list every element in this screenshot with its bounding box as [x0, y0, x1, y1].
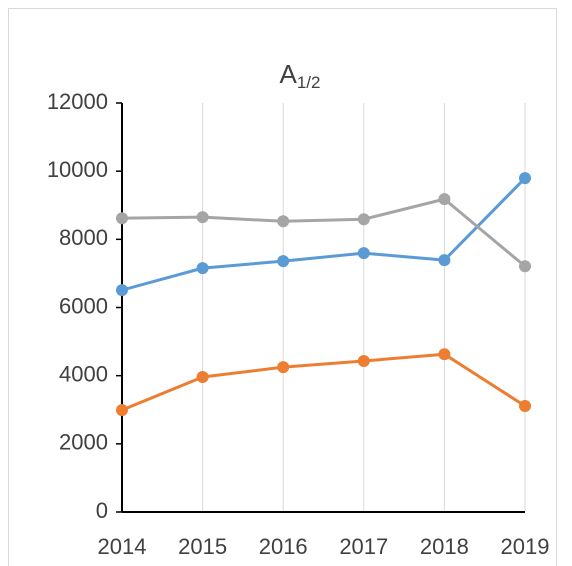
- y-tick-label: 6000: [59, 293, 108, 318]
- x-tick-label: 2015: [178, 534, 227, 559]
- chart-frame: [8, 8, 557, 566]
- data-point: [438, 193, 451, 206]
- x-tick-label: 2018: [420, 534, 469, 559]
- data-point: [357, 213, 370, 226]
- data-point: [116, 212, 128, 225]
- y-tick-label: 12000: [47, 89, 108, 114]
- data-point: [277, 255, 290, 268]
- data-point: [438, 254, 451, 267]
- data-point: [357, 355, 370, 368]
- chart-title: A1/2: [280, 59, 321, 93]
- y-tick-label: 4000: [59, 361, 108, 386]
- x-tick-label: 2016: [259, 534, 308, 559]
- x-tick-label: 2017: [339, 534, 388, 559]
- x-tick-label: 2014: [98, 534, 147, 559]
- y-tick-label: 2000: [59, 430, 108, 455]
- data-point: [277, 215, 290, 228]
- data-point: [116, 284, 128, 297]
- x-tick-label: 2019: [501, 534, 550, 559]
- data-point: [196, 211, 209, 224]
- data-point: [196, 262, 209, 275]
- y-tick-label: 0: [96, 498, 108, 523]
- data-point: [196, 371, 209, 384]
- series-line: [121, 352, 526, 412]
- series-line: [121, 197, 526, 268]
- title-main: A: [280, 59, 298, 89]
- data-point: [277, 361, 290, 374]
- data-point: [519, 400, 531, 413]
- y-tick-label: 10000: [47, 157, 108, 182]
- title-subscript: 1/2: [297, 73, 321, 92]
- data-point: [357, 247, 370, 260]
- data-point: [438, 348, 451, 361]
- series-line: [121, 177, 527, 292]
- data-point: [519, 172, 531, 185]
- data-point: [116, 404, 128, 417]
- data-point: [519, 260, 531, 273]
- y-tick-label: 8000: [59, 225, 108, 250]
